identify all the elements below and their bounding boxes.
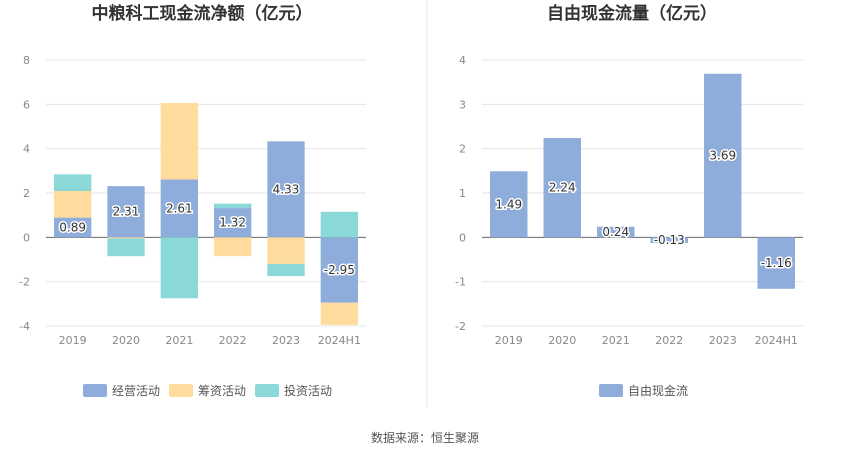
y-tick-label: 2 (459, 143, 466, 156)
data-label-free_cf: 1.49 (495, 197, 522, 211)
bar-financing[interactable] (160, 103, 198, 180)
bar-investing[interactable] (54, 174, 92, 192)
legend-label-free_cf[interactable]: 自由现金流 (628, 383, 688, 398)
bar-financing[interactable] (107, 237, 145, 239)
y-tick-label: -2 (19, 276, 30, 289)
y-tick-label: -2 (455, 320, 466, 333)
legend-swatch-financing[interactable] (169, 384, 193, 397)
bar-investing[interactable] (320, 211, 358, 238)
bar-free_cf[interactable] (704, 73, 742, 238)
bar-free_cf[interactable] (490, 171, 528, 238)
x-tick-label: 2021 (602, 334, 630, 347)
bar-investing[interactable] (107, 238, 145, 257)
bar-investing[interactable] (160, 237, 198, 299)
x-tick-label: 2019 (495, 334, 523, 347)
x-tick-label: 2024H1 (318, 334, 361, 347)
data-label-operating: 2.61 (166, 201, 193, 215)
right-chart-title: 自由现金流量（亿元） (547, 3, 717, 24)
y-tick-label: 3 (459, 98, 466, 111)
y-tick-label: 0 (459, 231, 466, 244)
bar-operating[interactable] (54, 217, 92, 238)
bar-free_cf[interactable] (543, 138, 581, 238)
legend-swatch-investing[interactable] (255, 384, 279, 397)
bar-operating[interactable] (267, 141, 305, 238)
data-label-free_cf: -0.13 (654, 233, 685, 247)
data-label-free_cf: 0.24 (602, 225, 629, 239)
legend-swatch-operating[interactable] (83, 384, 107, 397)
data-label-operating: -2.95 (324, 263, 355, 277)
data-label-operating: 2.31 (113, 205, 140, 219)
right-grid: -2 -1 0 1 2 3 4 2019 2020 2021 2022 2023 2024H1 (455, 54, 803, 347)
bar-free_cf[interactable] (597, 226, 635, 238)
y-tick-label: 4 (23, 143, 30, 156)
left-grid: -4 -2 0 2 4 6 8 2019 2020 2021 2022 2023 2024H1 (19, 54, 366, 347)
data-label-free_cf: 3.69 (709, 149, 736, 163)
right-bars (490, 73, 795, 289)
y-tick-label: 1 (459, 187, 466, 200)
y-tick-label: 0 (23, 231, 30, 244)
bar-operating[interactable] (320, 237, 358, 303)
x-tick-label: 2022 (655, 334, 683, 347)
x-tick-label: 2020 (112, 334, 140, 347)
data-label-free_cf: -1.16 (761, 256, 792, 270)
bar-investing[interactable] (267, 263, 305, 277)
legend-label-financing[interactable]: 筹资活动 (198, 384, 246, 398)
data-label-operating: 4.33 (273, 182, 300, 196)
bar-financing[interactable] (54, 191, 92, 218)
x-tick-label: 2024H1 (755, 334, 798, 347)
x-tick-label: 2023 (709, 334, 737, 347)
right-legend[interactable]: 自由现金流 (599, 383, 688, 398)
y-tick-label: 2 (23, 187, 30, 200)
legend-label-operating[interactable]: 经营活动 (112, 384, 160, 398)
bar-financing[interactable] (267, 237, 305, 264)
left-legend[interactable]: 经营活动 筹资活动 投资活动 (83, 383, 332, 398)
data-label-operating: 1.32 (219, 216, 246, 230)
bar-financing[interactable] (320, 302, 358, 325)
legend-label-investing[interactable]: 投资活动 (284, 383, 332, 398)
bar-operating[interactable] (214, 208, 252, 238)
bar-free_cf[interactable] (650, 237, 688, 244)
data-label-operating: 0.89 (59, 220, 86, 234)
bar-free_cf[interactable] (757, 237, 795, 289)
y-tick-label: 6 (23, 98, 30, 111)
y-tick-label: 4 (459, 54, 466, 67)
bar-operating[interactable] (107, 186, 145, 238)
source-note: 数据来源：恒生聚源 (371, 430, 479, 445)
data-label-free_cf: 2.24 (549, 181, 576, 195)
x-tick-label: 2020 (548, 334, 576, 347)
bar-operating[interactable] (160, 179, 198, 238)
left-chart-title: 中粮科工现金流净额（亿元） (92, 3, 313, 24)
right-data-labels: 1.49 2.24 0.24 -0.13 3.69 -1.16 (494, 147, 793, 272)
bar-financing[interactable] (214, 237, 252, 257)
x-tick-label: 2023 (272, 334, 300, 347)
legend-swatch-free_cf[interactable] (599, 384, 623, 397)
y-tick-label: -4 (19, 320, 30, 333)
right-chart-free-cash-flow: 自由现金流量（亿元） -2 -1 0 1 2 3 4 2019 2020 2021 2022 2023… (455, 3, 803, 398)
y-tick-label: 8 (23, 54, 30, 67)
left-chart-cash-flow: 中粮科工现金流净额（亿元） -4 -2 0 2 4 6 8 2019 2020 2021 2022 2… (19, 3, 366, 398)
left-bars (54, 103, 358, 325)
x-tick-label: 2019 (59, 334, 87, 347)
y-tick-label: -1 (455, 276, 466, 289)
x-tick-label: 2022 (219, 334, 247, 347)
x-tick-label: 2021 (165, 334, 193, 347)
bar-investing[interactable] (214, 203, 252, 209)
left-data-labels: 0.89 2.31 2.61 1.32 4.33 -2.95 (58, 181, 357, 279)
